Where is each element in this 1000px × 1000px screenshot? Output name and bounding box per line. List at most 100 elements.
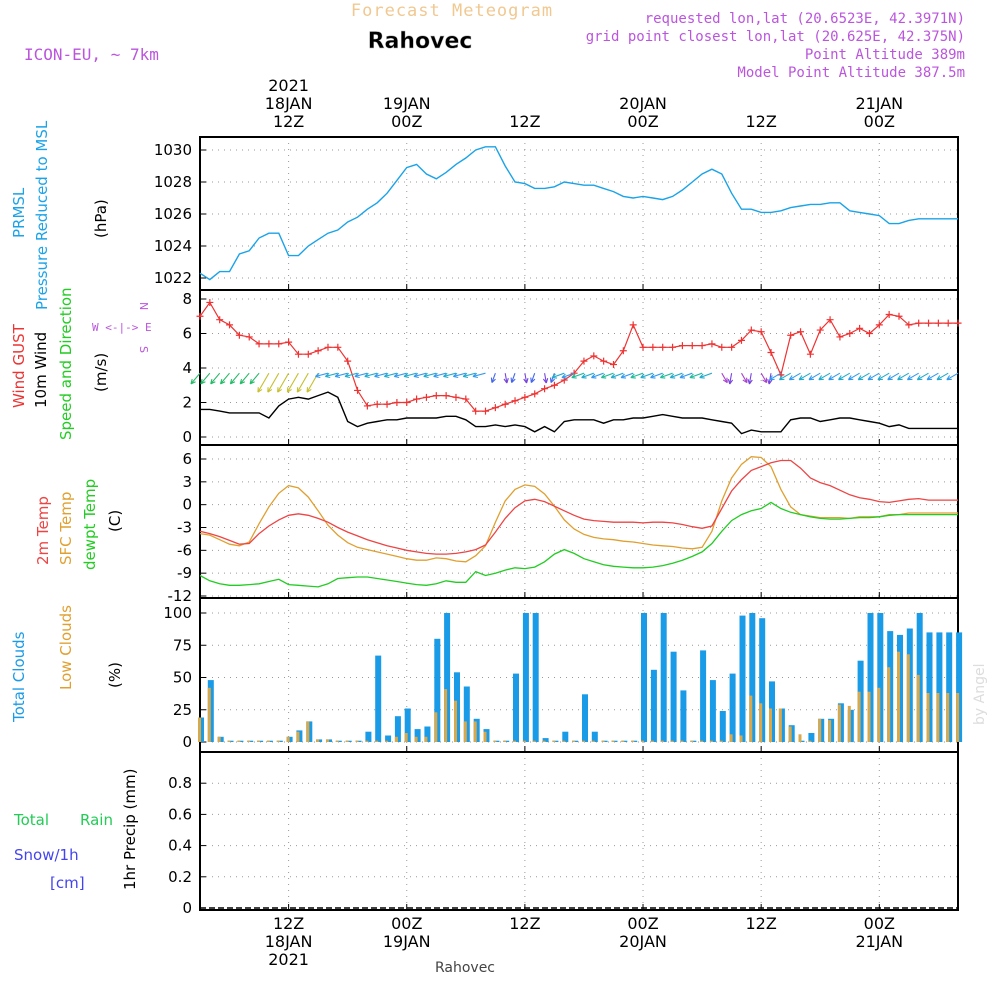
wind-direction-arrow	[571, 372, 585, 379]
low-cloud-bar	[690, 740, 694, 742]
low-cloud-bar	[247, 740, 251, 742]
low-cloud-bar	[414, 736, 418, 742]
time-label-top: 00Z	[391, 112, 422, 131]
low-cloud-bar	[276, 740, 280, 742]
wind-direction-arrow	[364, 372, 378, 379]
gust-marker	[865, 330, 873, 337]
low-cloud-bar	[385, 740, 389, 742]
gust-marker	[422, 393, 430, 401]
low-cloud-bar	[217, 736, 221, 742]
total-cloud-bar	[365, 731, 372, 742]
compass-rose: N W <-|-> E S	[92, 302, 152, 353]
y-tick-label: 1030	[154, 141, 192, 159]
wind-unit: (m/s)	[92, 353, 110, 392]
requested-coords: requested lon,lat (20.6523E, 42.3971N)	[645, 11, 965, 27]
low-cloud-bar	[316, 739, 320, 742]
y-tick-label: 0.8	[168, 774, 192, 792]
y-tick-label: 100	[163, 604, 192, 622]
low-cloud-bar	[454, 700, 457, 742]
low-cloud-bar	[729, 734, 733, 742]
total-cloud-bar	[749, 613, 756, 742]
wind-direction-arrow	[210, 372, 221, 385]
low-cloud-bar	[473, 721, 477, 742]
gust-marker	[541, 385, 549, 393]
gust-marker	[373, 400, 381, 408]
wind-direction-arrow	[906, 372, 919, 381]
gust-marker	[580, 357, 588, 365]
wind-direction-arrow	[788, 372, 801, 381]
wind-dir-label: Speed and Direction	[57, 287, 75, 440]
pressure-unit: (hPa)	[92, 199, 110, 238]
total-cloud-bar	[946, 632, 953, 742]
y-tick-label: 1026	[154, 205, 192, 223]
wind-direction-arrow	[581, 372, 594, 379]
wind-direction-arrow	[747, 373, 753, 385]
wind-direction-arrow	[542, 373, 549, 384]
gust-marker	[413, 395, 421, 403]
time-label-top: 00Z	[627, 112, 658, 131]
wind-direction-arrow	[334, 372, 348, 379]
low-cloud-bar	[867, 691, 871, 742]
gust-marker	[334, 343, 342, 351]
wind-direction-arrow	[296, 372, 309, 393]
temp-dewpt-label: dewpt Temp	[81, 479, 99, 570]
y-tick-label: 1028	[154, 173, 192, 191]
low-cloud-bar	[808, 740, 812, 742]
y-tick-label: 0	[182, 733, 192, 751]
footer-location: Rahovec	[435, 960, 495, 976]
wind-direction-arrow	[561, 372, 575, 379]
precip-axis-label: 1hr Precip (mm)	[121, 769, 139, 890]
total-cloud-bar	[444, 613, 451, 742]
time-label-top: 21JAN	[855, 94, 903, 113]
gust-marker	[285, 338, 293, 346]
low-cloud-bar	[306, 721, 310, 742]
time-label-bottom: 12Z	[273, 914, 304, 933]
low-cloud-bar	[444, 689, 448, 742]
gust-marker	[354, 386, 362, 394]
gust-marker	[206, 298, 214, 306]
gust-marker	[600, 357, 608, 365]
total-cloud-bar	[709, 680, 716, 742]
time-label-top: 20JAN	[619, 94, 667, 113]
low-cloud-bar	[837, 704, 841, 742]
low-cloud-bar	[266, 740, 270, 742]
time-label-top: 00Z	[864, 112, 895, 131]
total-cloud-bar	[542, 738, 549, 742]
wind-direction-arrow	[610, 372, 624, 379]
low-cloud-bar	[641, 740, 644, 742]
y-tick-label: 25	[173, 701, 192, 719]
gust-marker	[619, 347, 627, 355]
wind-direction-arrow	[926, 372, 939, 381]
total-cloud-bar	[670, 651, 677, 742]
wind-direction-arrow	[650, 372, 663, 379]
wind-direction-arrow	[503, 373, 509, 384]
wind-direction-arrow	[452, 372, 466, 379]
wind-direction-arrow	[257, 372, 270, 393]
wind-direction-arrow	[462, 372, 476, 379]
total-cloud-bar	[660, 613, 667, 742]
model-label: ICON-EU, ~ 7km	[24, 45, 159, 64]
low-cloud-bar	[621, 740, 625, 742]
wind-direction-arrow	[315, 372, 329, 379]
wind-direction-arrow	[383, 372, 398, 379]
compass-south: S	[137, 346, 150, 353]
low-cloud-bar	[759, 703, 763, 742]
total-cloud-bar	[867, 613, 874, 742]
gust-marker	[718, 343, 726, 351]
total-cloud-bar	[463, 686, 470, 742]
grid-point-coords: grid point closest lon,lat (20.625E, 42.…	[586, 29, 965, 45]
time-label-top: 12Z	[746, 112, 777, 131]
total-cloud-bar	[641, 613, 647, 742]
wind-direction-arrow	[403, 372, 417, 379]
low-cloud-bar	[463, 721, 467, 742]
wind-direction-arrow	[472, 372, 486, 379]
low-cloud-bar	[936, 693, 940, 742]
wind-direction-arrow	[916, 372, 929, 381]
low-cloud-bar	[582, 740, 585, 742]
gust-marker	[511, 397, 519, 405]
wind-direction-arrow	[640, 372, 654, 379]
low-cloud-bar	[749, 695, 753, 742]
wind-direction-arrow	[808, 372, 821, 381]
gust-marker	[649, 343, 657, 351]
total-cloud-bar	[926, 632, 933, 742]
